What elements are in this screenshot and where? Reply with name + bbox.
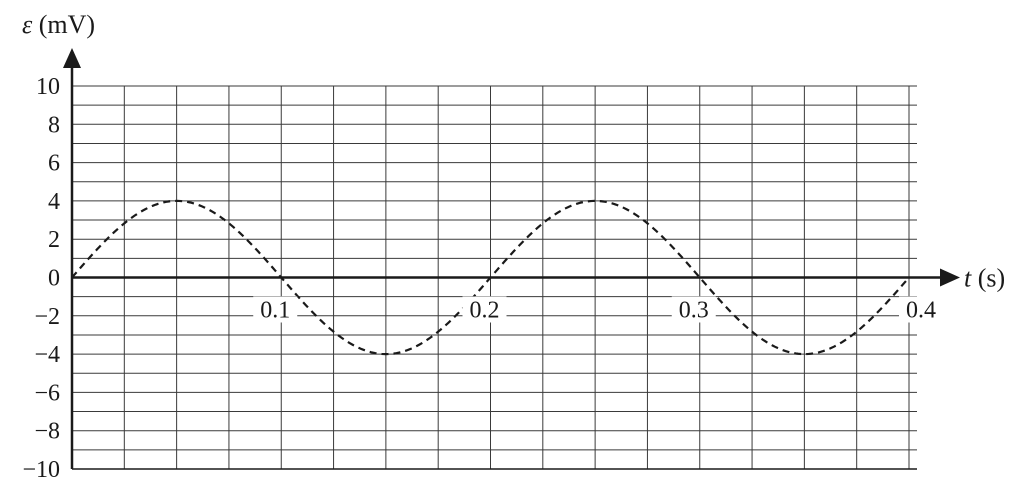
y-tick-label: 0 <box>48 266 60 292</box>
y-tick-label: 8 <box>48 112 60 138</box>
y-tick-label: −4 <box>34 342 60 368</box>
y-axis-unit: (mV) <box>32 10 95 39</box>
y-axis-label: ε (mV) <box>22 10 95 39</box>
y-tick-label: −8 <box>34 419 60 445</box>
x-tick-label: 0.4 <box>906 298 936 324</box>
x-tick-label: 0.3 <box>679 298 709 324</box>
y-tick-label: −2 <box>34 304 60 330</box>
y-tick-label: −6 <box>34 380 60 406</box>
y-axis-arrow-icon <box>63 48 81 68</box>
y-tick-label: 2 <box>48 227 60 253</box>
y-tick-label: −10 <box>22 457 60 481</box>
y-tick-label: 10 <box>36 74 60 100</box>
x-tick-label: 0.2 <box>470 298 500 324</box>
x-axis-unit: (s) <box>971 264 1005 293</box>
x-tick-label: 0.1 <box>260 298 290 324</box>
y-tick-label: 4 <box>48 189 60 215</box>
y-tick-label: 6 <box>48 151 60 177</box>
x-axis-label: t (s) <box>964 264 1005 293</box>
x-axis-arrow-icon <box>940 269 960 287</box>
